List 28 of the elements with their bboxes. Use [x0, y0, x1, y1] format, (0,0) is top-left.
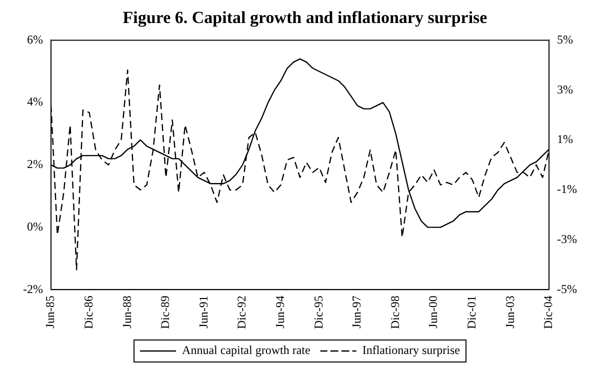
x-tick-label: Jun-88 — [120, 296, 134, 328]
y2-tick-label: -1% — [557, 182, 578, 196]
x-tick-label: Jun-03 — [502, 296, 517, 328]
y-tick-label: 0% — [26, 219, 43, 234]
x-tick-label: Dic-01 — [464, 296, 479, 330]
x-tick-label: Dic-86 — [81, 296, 96, 330]
x-tick-label: Jun-00 — [426, 296, 440, 328]
y2-tick-label: 1% — [557, 132, 574, 146]
y2-tick-label: 3% — [557, 82, 574, 96]
y-tick-label: 4% — [26, 94, 43, 109]
y2-tick-label: -5% — [557, 282, 578, 296]
x-tick-label: Dic-95 — [311, 296, 326, 330]
y2-tick-label: 5% — [557, 32, 574, 46]
x-tick-label: Jun-91 — [196, 296, 210, 328]
y-tick-label: 2% — [26, 157, 43, 172]
y-tick-label: -2% — [22, 282, 43, 296]
legend-label: Annual capital growth rate — [182, 343, 310, 358]
x-tick-label: Jun-85 — [43, 296, 58, 328]
x-tick-label: Dic-04 — [541, 296, 556, 330]
y-tick-label: 6% — [26, 32, 43, 46]
x-tick-label: Dic-92 — [234, 296, 249, 330]
x-tick-label: Dic-89 — [158, 296, 172, 330]
legend-label: Inflationary surprise — [362, 343, 460, 358]
x-tick-label: Jun-94 — [273, 296, 287, 328]
chart-title: Figure 6. Capital growth and inflationary surprise — [122, 8, 488, 29]
y2-tick-label: -3% — [557, 232, 578, 246]
x-tick-label: Jun-97 — [350, 296, 364, 328]
x-tick-label: Dic-98 — [388, 296, 402, 330]
